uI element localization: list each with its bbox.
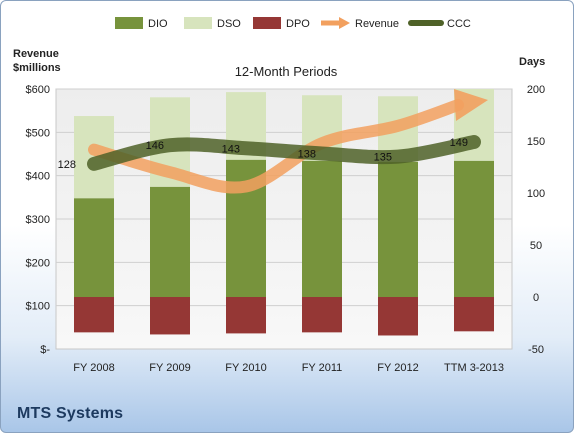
right-tick-label: 50 (530, 240, 542, 252)
category-label: FY 2012 (377, 362, 418, 374)
right-tick-label: 0 (533, 292, 539, 304)
category-label: TTM 3-2013 (444, 362, 504, 374)
left-tick-label: $200 (26, 257, 50, 269)
legend: DIO DSO DPO Revenue CCC (115, 17, 471, 30)
chart-subtitle: 12-Month Periods (235, 64, 338, 79)
left-tick-label: $100 (26, 301, 50, 313)
right-tick-label: -50 (528, 344, 544, 356)
legend-label: DSO (217, 18, 241, 30)
legend-label: DIO (148, 18, 168, 30)
legend-label: Revenue (355, 18, 399, 30)
left-tick-label: $- (40, 344, 50, 356)
category-label: FY 2009 (149, 362, 190, 374)
category-label: FY 2008 (73, 362, 114, 374)
legend-label: CCC (447, 18, 471, 30)
category-labels: FY 2008 FY 2009 FY 2010 FY 2011 FY 2012 TTM 3… (73, 362, 504, 374)
left-axis-title-line1: Revenue (13, 48, 59, 60)
bar-dpo (150, 297, 190, 335)
bar-dpo (378, 297, 418, 336)
ccc-data-label: 143 (222, 143, 240, 155)
right-tick-labels: -50 0 50 100 150 200 (527, 84, 545, 356)
left-tick-labels: $- $100 $200 $300 $400 $500 $600 (26, 84, 51, 356)
revenue-line (88, 99, 464, 194)
right-tick-label: 100 (527, 188, 545, 200)
category-label: FY 2011 (302, 362, 343, 374)
bar-dio (302, 160, 342, 297)
right-tick-label: 150 (527, 136, 545, 148)
lines (87, 89, 488, 194)
legend-swatch-head (339, 17, 350, 29)
bar-dpo (74, 297, 114, 333)
bar-dio (150, 186, 190, 297)
ccc-data-label: 146 (146, 140, 164, 152)
legend-swatch (253, 17, 281, 29)
ccc-line (87, 135, 481, 171)
ccc-data-label: 128 (58, 159, 76, 171)
ccc-data-labels: 128 146 143 138 135 149 (58, 137, 468, 171)
bar-dpo (454, 297, 494, 332)
ccc-data-label: 135 (374, 152, 392, 164)
ccc-data-label: 138 (298, 148, 316, 160)
left-axis-title-line2: $millions (13, 62, 61, 74)
left-tick-label: $600 (26, 84, 50, 96)
right-tick-label: 200 (527, 84, 545, 96)
bar-dio (454, 160, 494, 297)
legend-label: DPO (286, 18, 310, 30)
left-tick-label: $500 (26, 127, 50, 139)
bar-dio (74, 198, 114, 297)
bar-dio (378, 161, 418, 297)
revenue-arrowhead (454, 89, 488, 121)
right-axis-title: Days (519, 56, 545, 68)
left-tick-label: $400 (26, 171, 50, 183)
legend-swatch (184, 17, 212, 29)
legend-swatch (115, 17, 143, 29)
ccc-data-label: 149 (450, 137, 468, 149)
bar-dpo (226, 297, 266, 334)
category-label: FY 2010 (225, 362, 266, 374)
bar-dpo (302, 297, 342, 333)
gridlines (56, 88, 512, 307)
company-name: MTS Systems (17, 405, 124, 422)
left-tick-label: $300 (26, 214, 50, 226)
